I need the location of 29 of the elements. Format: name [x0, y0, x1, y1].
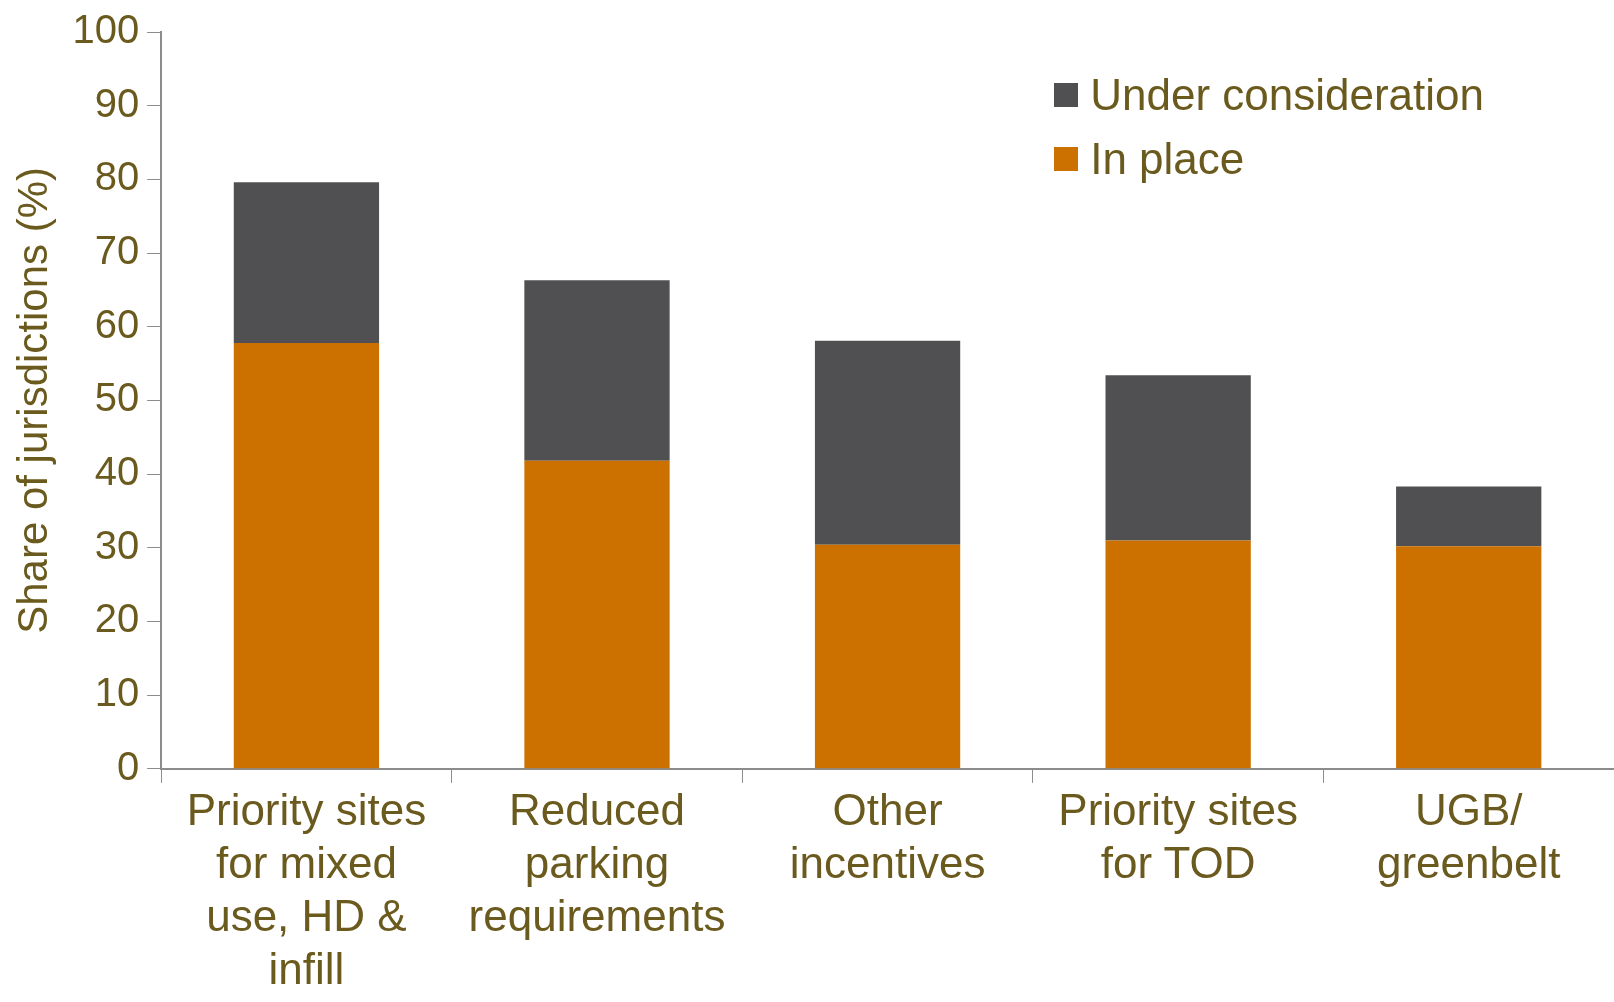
x-tick-label: Priority sites for TOD — [1058, 785, 1298, 888]
bar — [814, 544, 961, 769]
x-tick-label: Other incentives — [789, 785, 986, 888]
bar — [1396, 546, 1542, 769]
y-tick-label: 10 — [94, 670, 140, 715]
y-tick-label: 70 — [94, 228, 140, 273]
y-tick-label: 50 — [94, 375, 140, 420]
y-tick-label: 80 — [94, 154, 140, 199]
bar — [1105, 540, 1251, 769]
bar — [1105, 375, 1251, 541]
bar — [524, 280, 670, 461]
y-tick-label: 40 — [94, 449, 140, 494]
y-tick-label: 30 — [94, 522, 140, 567]
y-tick-label: 0 — [116, 743, 140, 788]
x-tick-label: Reduced parking requirements — [468, 785, 726, 940]
bar — [233, 342, 380, 769]
bar — [524, 460, 670, 769]
y-tick-label: 100 — [72, 7, 140, 52]
x-tick-label: Priority sites for mixed use, HD & infill — [186, 785, 427, 993]
y-tick-label: 60 — [94, 301, 140, 346]
y-tick-label: 90 — [94, 80, 140, 125]
y-tick-label: 20 — [94, 596, 140, 641]
bar — [1396, 486, 1542, 547]
bar — [814, 340, 961, 545]
bar — [233, 182, 380, 343]
y-axis-title: Share of jurisdictions (%) — [8, 166, 56, 634]
legend-label: In place — [1090, 134, 1245, 184]
x-tick-label: UGB/ greenbelt — [1376, 785, 1561, 888]
legend-label: Under consideration — [1090, 70, 1484, 120]
